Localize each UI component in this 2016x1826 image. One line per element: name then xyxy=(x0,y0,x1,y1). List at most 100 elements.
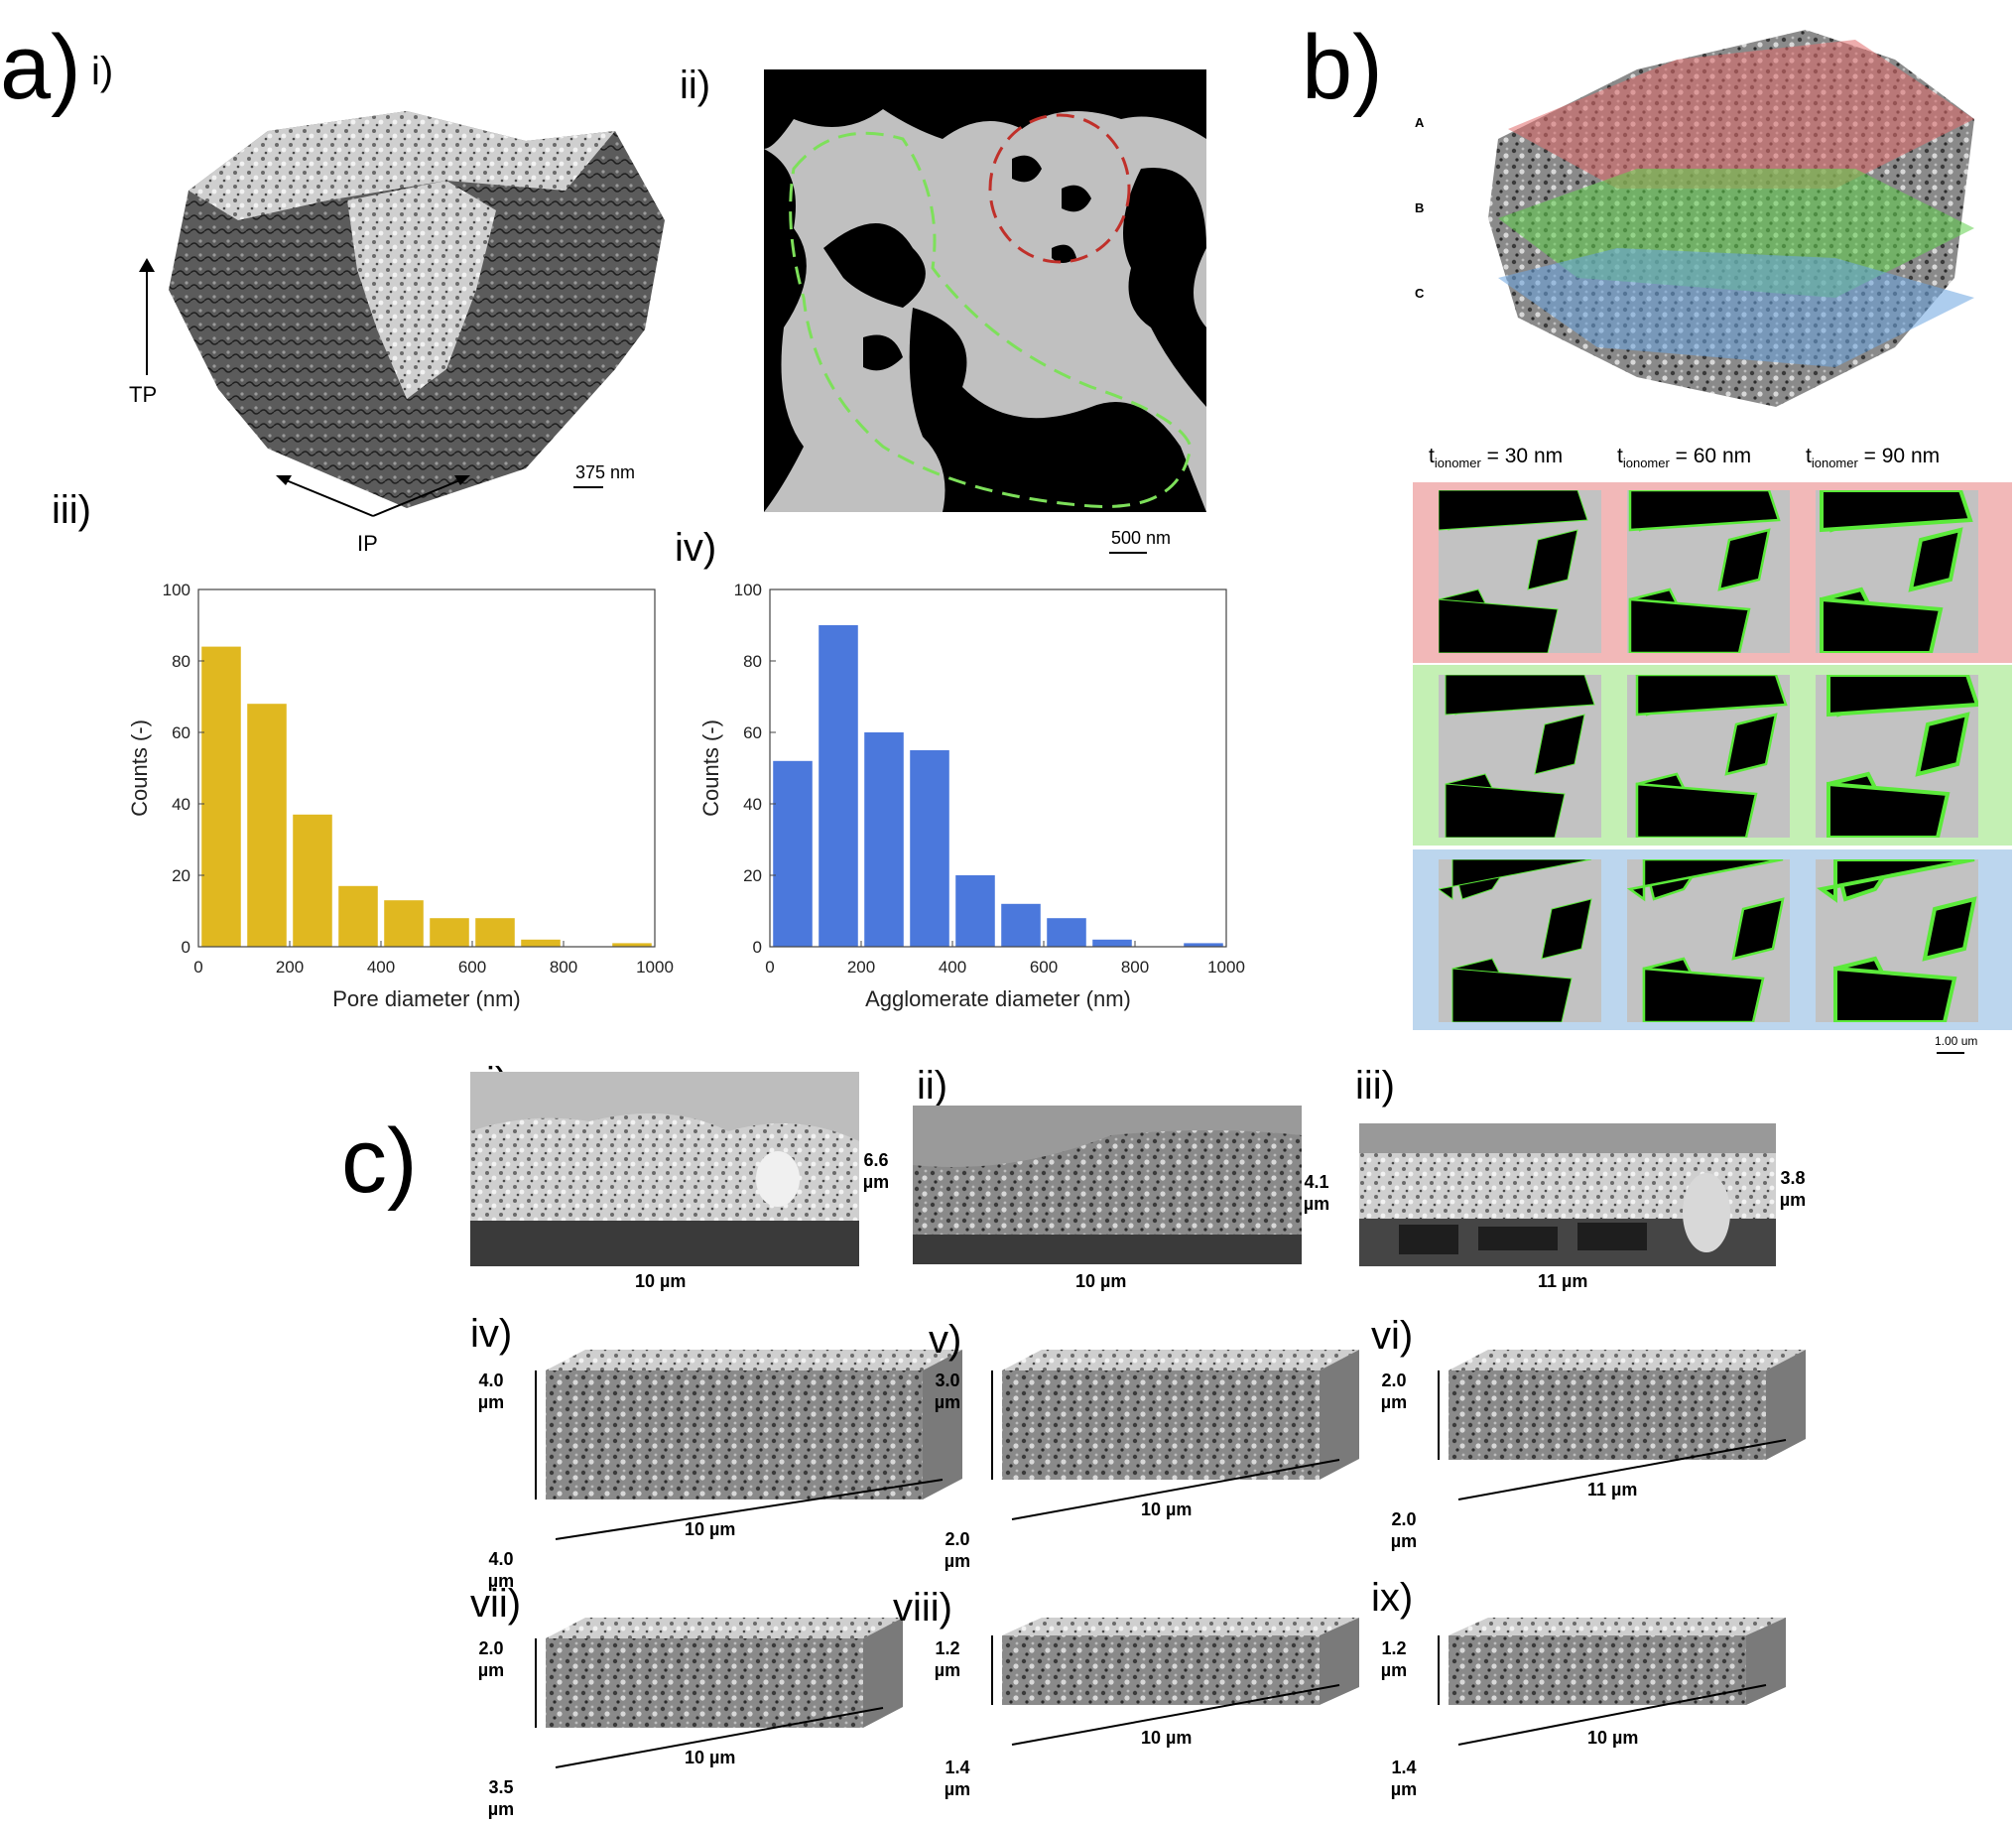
sem-ii-label: ii) xyxy=(917,1064,948,1108)
x-tick-label: 600 xyxy=(458,958,486,977)
y-axis-label: Counts (-) xyxy=(127,719,152,817)
tp-label: TP xyxy=(129,382,158,407)
sem-iii-width: 11 µm xyxy=(1538,1271,1588,1291)
block-height-label: 2.0 µm xyxy=(477,1638,505,1680)
x-tick-label: 600 xyxy=(1030,958,1058,977)
sem-ii-height: 4.1 µm xyxy=(1303,1172,1330,1214)
block-depth-label: 1.4 µm xyxy=(1390,1758,1418,1799)
layer-label-c: C xyxy=(1415,286,1425,301)
tomography-block xyxy=(1438,1350,1806,1500)
bar xyxy=(1001,903,1041,947)
y-axis-label: Counts (-) xyxy=(698,719,723,817)
tomography-render-ai xyxy=(169,111,665,508)
x-tick-label: 400 xyxy=(367,958,395,977)
bar xyxy=(955,875,995,947)
bar xyxy=(910,750,949,947)
tomography-block xyxy=(1438,1618,1786,1746)
block-width-label: 10 µm xyxy=(685,1519,736,1539)
block-depth-label: 3.5 µm xyxy=(487,1777,515,1819)
ip-label: IP xyxy=(357,531,378,556)
x-tick-label: 800 xyxy=(550,958,577,977)
block-depth-label: 2.0 µm xyxy=(944,1529,971,1571)
panel-a-ii-label: ii) xyxy=(680,64,711,107)
ionomer-slice xyxy=(1816,675,1978,838)
sem-image-ii xyxy=(913,1106,1302,1264)
bar xyxy=(201,646,241,947)
bar xyxy=(475,918,515,947)
block-width-label: 10 µm xyxy=(1587,1728,1639,1748)
sem-iii-height: 3.8 µm xyxy=(1779,1168,1807,1210)
layer-label-b: B xyxy=(1415,200,1425,215)
x-axis-label: Pore diameter (nm) xyxy=(332,986,521,1011)
layered-volume-render xyxy=(1488,30,1974,407)
x-tick-label: 200 xyxy=(847,958,875,977)
bar xyxy=(521,939,561,947)
y-tick-label: 60 xyxy=(743,723,762,742)
bars xyxy=(773,625,1223,947)
ionomer-slice xyxy=(1627,675,1790,838)
col-header-90: tionomer = 90 nm xyxy=(1806,445,1941,471)
binary-map-aii xyxy=(764,69,1206,512)
scale-ai: 375 nm xyxy=(575,462,636,482)
bars xyxy=(201,646,652,947)
tomography-block xyxy=(991,1350,1359,1520)
scale-bar-ai xyxy=(573,486,603,488)
col-header-60: tionomer = 60 nm xyxy=(1617,445,1752,471)
col-header-30: tionomer = 30 nm xyxy=(1429,445,1564,471)
tomography-block xyxy=(535,1618,903,1768)
sem-iii-label: iii) xyxy=(1355,1064,1395,1108)
panel-a-iii-label: iii) xyxy=(52,488,91,532)
bar xyxy=(338,885,378,947)
block-width-label: 10 µm xyxy=(685,1748,736,1767)
sem-ii-width: 10 µm xyxy=(1075,1271,1127,1291)
y-tick-label: 80 xyxy=(172,652,190,671)
x-tick-label: 800 xyxy=(1121,958,1149,977)
bar xyxy=(430,918,469,947)
block-height-label: 3.0 µm xyxy=(934,1370,961,1412)
tomography-block xyxy=(991,1618,1359,1746)
block-label: iv) xyxy=(470,1312,513,1356)
ionomer-slice xyxy=(1816,490,1978,653)
plot-frame xyxy=(197,588,656,948)
bar xyxy=(773,760,813,947)
layer-label-a: A xyxy=(1415,115,1425,130)
histogram-pore-diameter: 0 200 400 600 800 1000 0 20 40 60 80 100 Pore diamet… xyxy=(127,581,674,1011)
block-label: viii) xyxy=(893,1586,952,1630)
block-height-label: 1.2 µm xyxy=(934,1638,961,1680)
panel-b-letter: b) xyxy=(1302,17,1383,118)
bar xyxy=(247,704,287,947)
histogram-agglomerate-diameter: 0 200 400 600 800 1000 0 20 40 60 80 100 Agglomerate… xyxy=(698,581,1245,1011)
panel-a-iv-label: iv) xyxy=(675,526,717,570)
panel-a-i-label: i) xyxy=(91,50,114,93)
x-axis-label: Agglomerate diameter (nm) xyxy=(865,986,1131,1011)
sem-i-width: 10 µm xyxy=(635,1271,687,1291)
ionomer-slice xyxy=(1439,490,1601,653)
sem-i-height: 6.6 µm xyxy=(862,1150,890,1192)
y-tick-label: 20 xyxy=(743,866,762,885)
block-width-label: 11 µm xyxy=(1587,1480,1638,1500)
bar xyxy=(612,943,652,947)
tp-arrow-icon xyxy=(139,258,155,375)
panel-a-letter: a) xyxy=(0,17,81,118)
bar xyxy=(1092,939,1132,947)
bar xyxy=(1184,943,1223,947)
x-tick-label: 0 xyxy=(193,958,202,977)
scale-b: 1.00 um xyxy=(1935,1034,1978,1048)
block-height-label: 2.0 µm xyxy=(1380,1370,1408,1412)
ionomer-slice xyxy=(1439,675,1601,838)
y-tick-label: 100 xyxy=(163,581,190,599)
block-depth-label: 2.0 µm xyxy=(1390,1509,1418,1551)
sem-image-iii xyxy=(1359,1123,1776,1266)
bar xyxy=(819,625,858,947)
scale-bar-aii xyxy=(1109,552,1147,554)
scale-bar-b xyxy=(1937,1052,1964,1054)
y-tick-label: 0 xyxy=(182,938,190,957)
y-tick-label: 80 xyxy=(743,652,762,671)
y-tick-label: 60 xyxy=(172,723,190,742)
block-width-label: 10 µm xyxy=(1141,1728,1193,1748)
x-tick-label: 0 xyxy=(765,958,774,977)
bar xyxy=(384,900,424,947)
sem-image-i xyxy=(470,1072,859,1266)
y-tick-label: 0 xyxy=(753,938,762,957)
x-tick-label: 1000 xyxy=(636,958,674,977)
